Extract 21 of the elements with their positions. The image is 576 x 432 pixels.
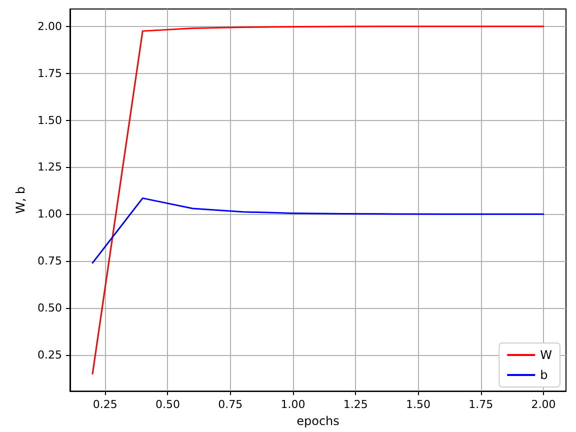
x-axis-title: epochs [296, 414, 340, 428]
y-tick-label: 1.25 [38, 160, 62, 174]
x-tick-label: 0.50 [155, 398, 180, 412]
x-tick-label: 1.75 [468, 398, 494, 412]
y-tick-label: 0.25 [38, 348, 62, 362]
y-tick-label: 1.00 [38, 208, 62, 221]
x-tick-label: 1.25 [343, 398, 368, 412]
y-tick-label: 0.50 [38, 302, 62, 315]
y-tick-label: 1.75 [38, 66, 62, 80]
legend-label: b [540, 368, 548, 382]
x-tick-label: 2.00 [531, 398, 556, 412]
y-tick-label: 1.50 [38, 114, 62, 127]
line-series [92, 197, 544, 264]
x-tick-label: 1.00 [280, 398, 306, 412]
y-axis-title: W, b [14, 186, 28, 214]
legend-label: W [540, 348, 552, 362]
y-tick-label: 2.00 [38, 20, 62, 33]
x-tick-label: 0.75 [218, 398, 243, 412]
x-tick-label: 1.50 [406, 398, 430, 412]
x-tick-label: 0.25 [92, 398, 118, 412]
y-tick-label: 0.75 [38, 254, 62, 268]
